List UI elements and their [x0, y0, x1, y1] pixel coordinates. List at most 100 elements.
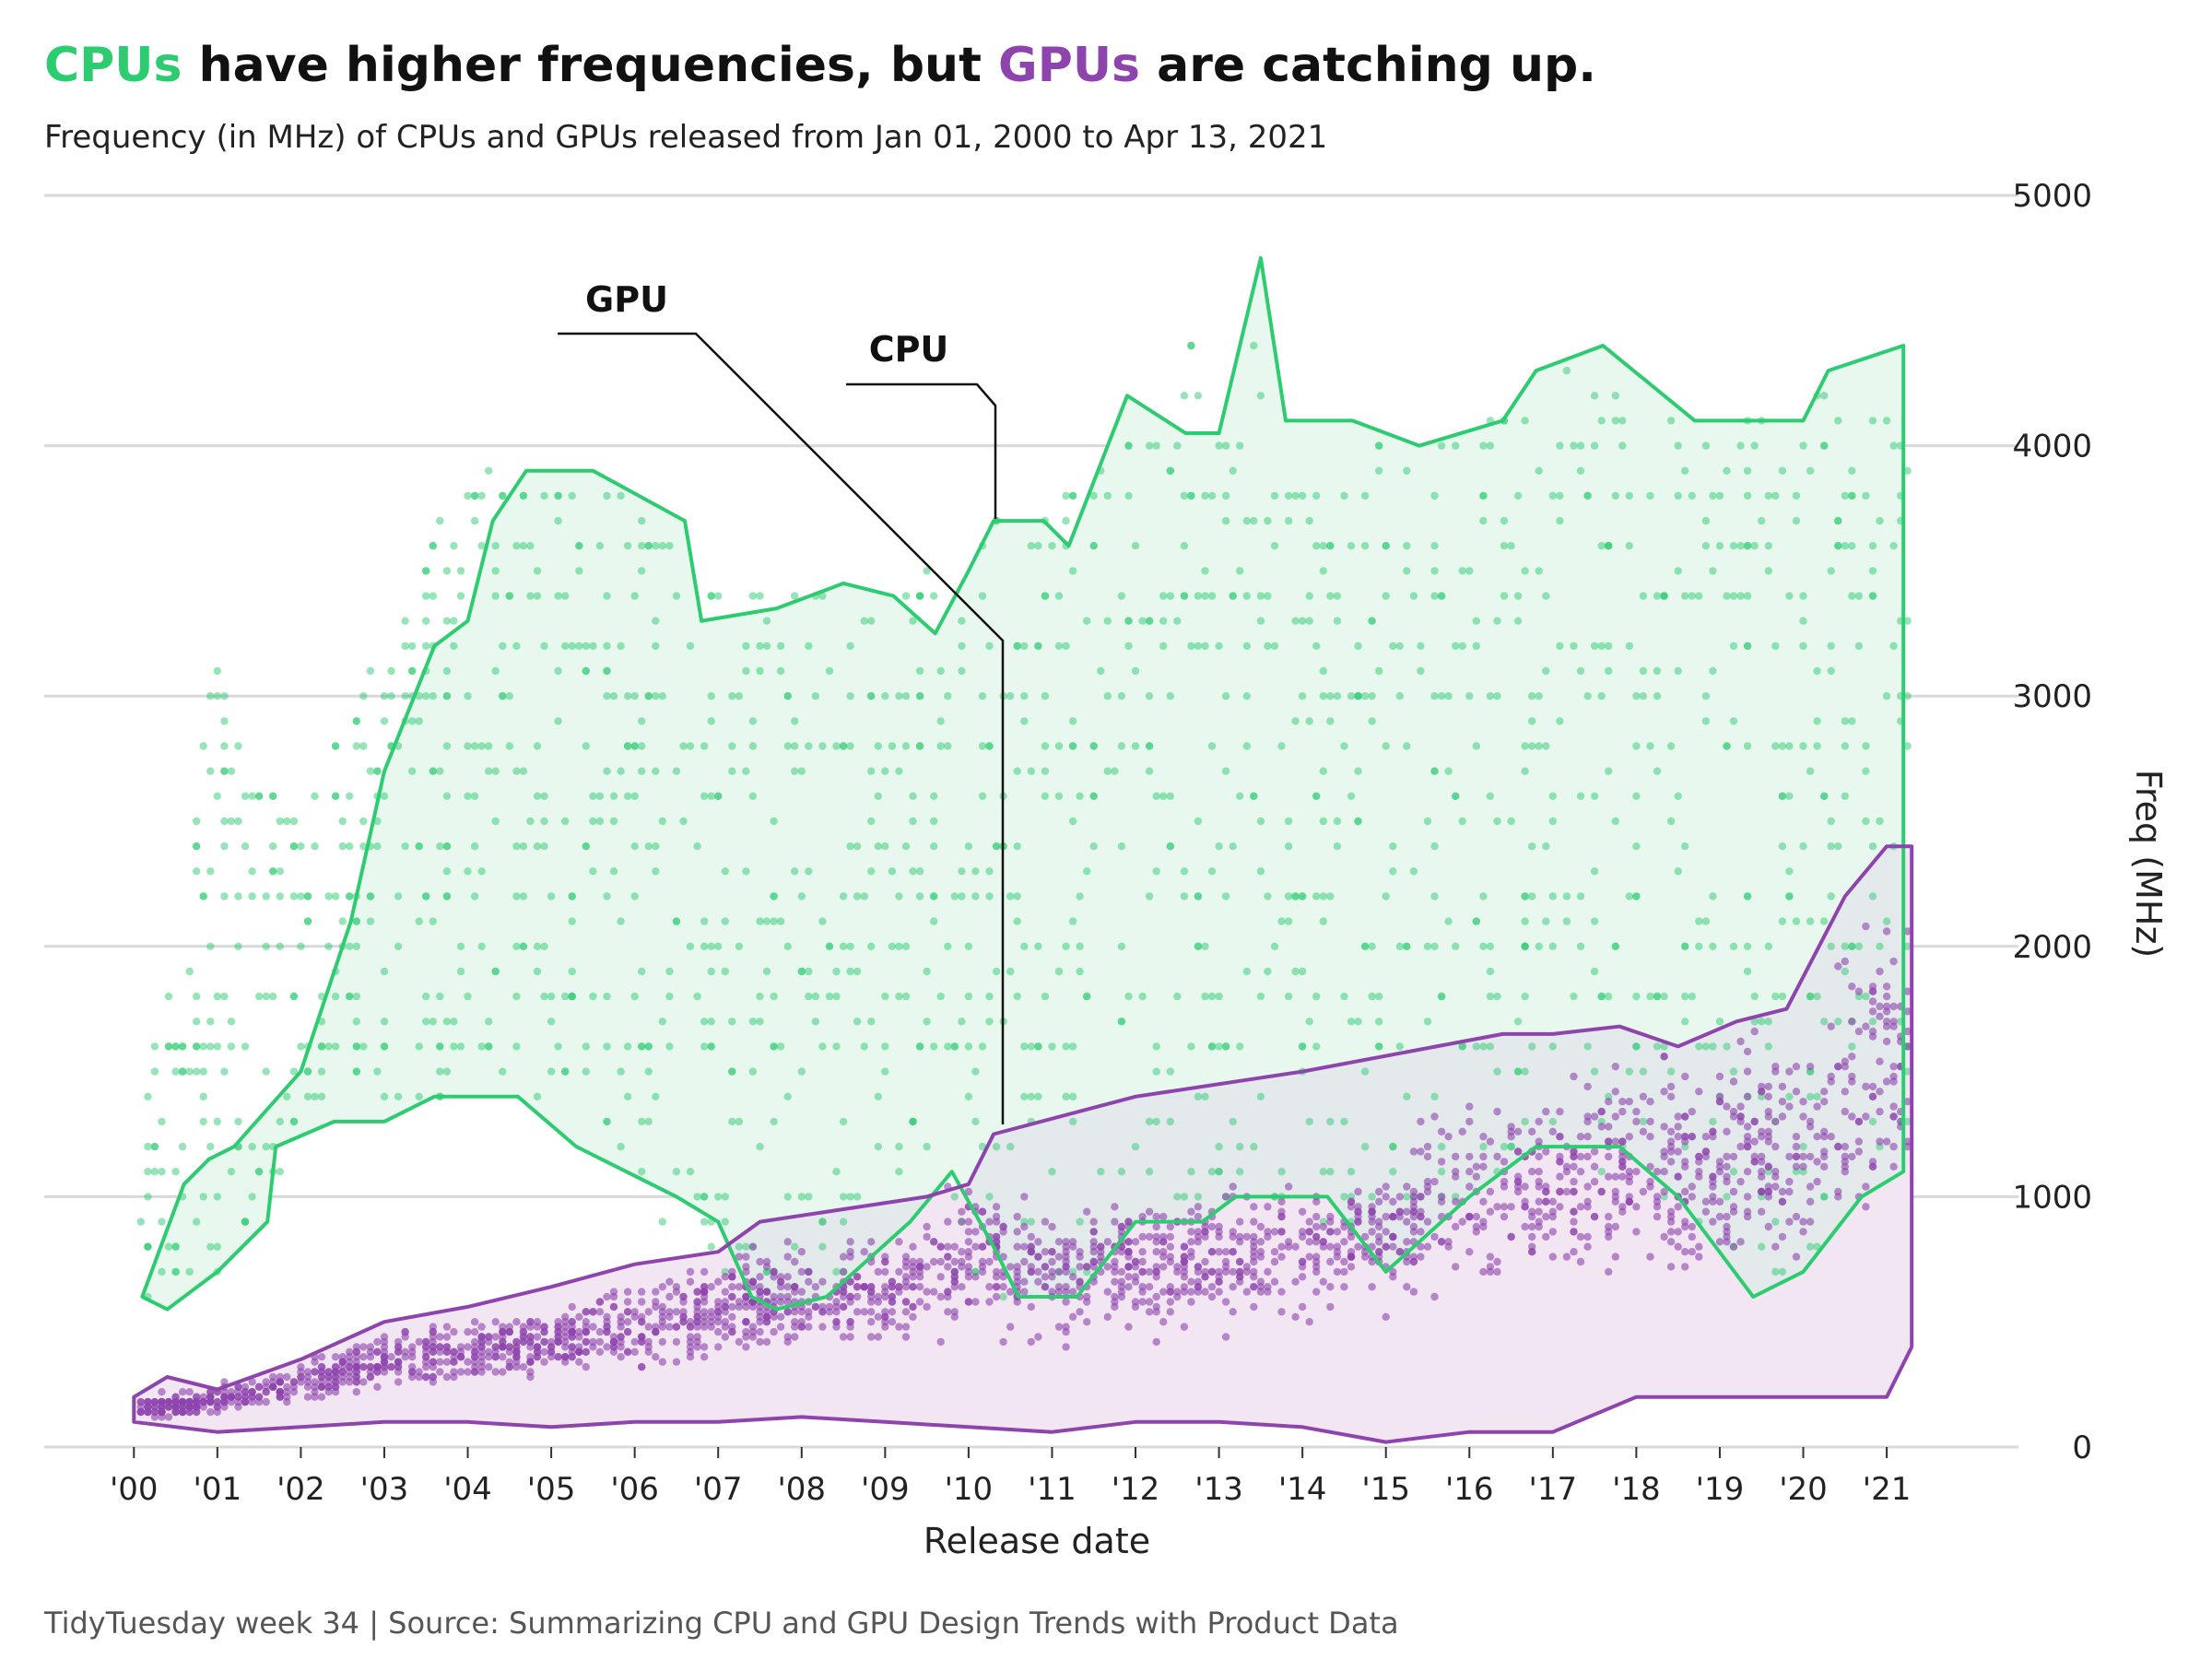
cpu-point [728, 767, 736, 775]
cpu-point [1750, 441, 1759, 450]
gpu-point [1103, 1288, 1112, 1296]
gpu-point [1521, 1222, 1529, 1231]
gpu-point [1500, 1158, 1509, 1166]
cpu-point [1556, 641, 1564, 651]
gpu-point [936, 1292, 945, 1301]
cpu-point [707, 717, 715, 725]
gpu-point [1486, 1137, 1495, 1146]
gpu-point [568, 1347, 576, 1357]
cpu-point [1221, 491, 1230, 500]
cpu-point [1430, 767, 1439, 775]
gpu-point [1556, 1172, 1564, 1181]
gpu-point [839, 1333, 848, 1341]
cpu-point [1764, 491, 1773, 500]
gpu-point [144, 1407, 152, 1417]
cpu-point [366, 917, 375, 925]
cpu-point [985, 867, 994, 876]
gpu-point [1256, 1277, 1265, 1286]
cpu-point [895, 1168, 903, 1176]
gpu-point [1521, 1182, 1529, 1191]
cpu-point [1513, 1067, 1523, 1076]
gpu-point [1124, 1218, 1133, 1226]
gpu-point [1048, 1257, 1056, 1266]
cpu-point [1632, 842, 1641, 851]
cpu-point [1562, 892, 1571, 900]
cpu-point [199, 1117, 207, 1126]
cpu-point [895, 692, 903, 700]
gpu-point [276, 1372, 284, 1382]
cpu-point [1646, 742, 1654, 750]
gpu-point [408, 1343, 417, 1351]
cpu-point [721, 1193, 729, 1201]
cpu-point [1882, 417, 1891, 425]
gpu-point [1152, 1222, 1160, 1231]
cpu-point [658, 692, 666, 700]
cpu-point [714, 942, 723, 950]
y-axis-title: Freq (MHz) [2128, 770, 2169, 958]
cpu-point [331, 1042, 340, 1051]
cpu-point [985, 992, 994, 1001]
gpu-point [1437, 1238, 1446, 1246]
cpu-point [193, 817, 201, 826]
gpu-point [609, 1288, 618, 1296]
cpu-point [1521, 767, 1529, 775]
cpu-point [930, 892, 938, 900]
cpu-point [1048, 1042, 1056, 1051]
gpu-point [317, 1382, 326, 1392]
cpu-point [623, 1042, 632, 1051]
cpu-point [193, 1018, 201, 1026]
cpu-point [1207, 1168, 1217, 1176]
cpu-point [1305, 1117, 1313, 1126]
cpu-point [1389, 1142, 1397, 1151]
cpu-point [1479, 942, 1488, 950]
cpu-point [1256, 1092, 1265, 1101]
gpu-point [1695, 1172, 1703, 1181]
cpu-point [1145, 1168, 1154, 1176]
gpu-point [825, 1308, 834, 1316]
cpu-point [276, 892, 284, 900]
cpu-point [805, 867, 813, 876]
cpu-point [227, 767, 236, 775]
cpu-point [1695, 917, 1703, 925]
gpu-point [1382, 1312, 1390, 1322]
gpu-point [1215, 1248, 1223, 1256]
gpu-point [1020, 1288, 1029, 1296]
cpu-point [1083, 867, 1091, 876]
cpu-point [262, 1067, 270, 1076]
gpu-point [1187, 1277, 1195, 1286]
gpu-point [575, 1347, 583, 1357]
cpu-point [1639, 592, 1648, 600]
gpu-point [846, 1333, 854, 1341]
cpu-point [1868, 417, 1877, 425]
cpu-point [971, 1067, 980, 1076]
gpu-point [839, 1302, 848, 1312]
cpu-point [1403, 466, 1411, 475]
cpu-point [1771, 1267, 1780, 1277]
gpu-point [707, 1308, 715, 1316]
cpu-point [700, 1193, 709, 1201]
gpu-point [1771, 1172, 1780, 1181]
cpu-point [874, 1092, 882, 1101]
cpu-point [1729, 641, 1738, 651]
gpu-point [491, 1333, 500, 1341]
gpu-point [1646, 1177, 1654, 1186]
cpu-point [477, 491, 486, 500]
cpu-point [1020, 692, 1029, 700]
gpu-point [638, 1288, 646, 1296]
cpu-point [930, 792, 938, 800]
cpu-point [1848, 542, 1856, 550]
cpu-point [220, 692, 229, 700]
gpu-point [1862, 1082, 1870, 1091]
gpu-point [366, 1362, 375, 1371]
x-tick-label: '02 [276, 1471, 325, 1508]
cpu-point [220, 717, 229, 725]
gpu-point [1681, 1162, 1689, 1171]
cpu-point [909, 817, 917, 826]
cpu-point [1089, 742, 1098, 750]
gpu-point [1194, 1203, 1203, 1211]
cpu-point [331, 792, 340, 800]
cpu-point [1250, 516, 1258, 525]
cpu-point [429, 542, 437, 550]
gpu-point [1229, 1283, 1237, 1291]
gpu-point [1674, 1147, 1682, 1156]
